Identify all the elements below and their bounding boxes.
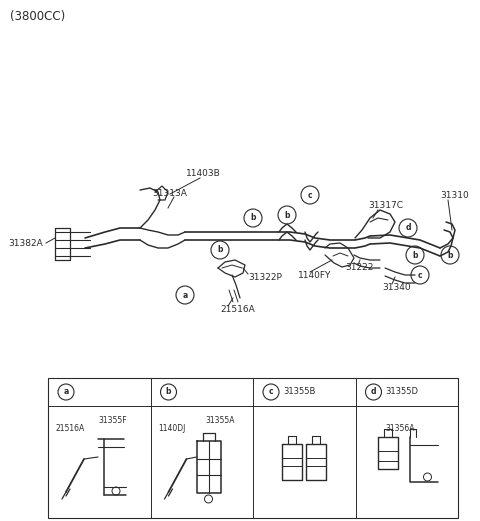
Text: d: d	[371, 388, 376, 396]
Bar	[48, 378, 458, 518]
Text: 31222: 31222	[345, 264, 373, 272]
Text: b: b	[250, 214, 256, 222]
Text: 1140DJ: 1140DJ	[158, 424, 186, 433]
Text: (3800CC): (3800CC)	[10, 10, 65, 23]
Text: b: b	[284, 210, 290, 219]
Text: 31322P: 31322P	[248, 274, 282, 282]
Text: 21516A: 21516A	[220, 305, 255, 315]
Text: 11403B: 11403B	[186, 168, 221, 178]
Text: 31340: 31340	[382, 283, 410, 292]
Text: d: d	[405, 224, 411, 232]
Text: 1140FY: 1140FY	[298, 270, 331, 279]
Text: 31310: 31310	[440, 191, 469, 200]
Text: c: c	[269, 388, 273, 396]
Text: a: a	[63, 388, 69, 396]
Text: 31317C: 31317C	[368, 201, 403, 209]
Text: a: a	[182, 291, 188, 300]
Text: 31355A: 31355A	[205, 416, 235, 425]
Text: b: b	[412, 251, 418, 259]
Text: 31356A: 31356A	[385, 424, 415, 433]
Text: 31313A: 31313A	[152, 189, 187, 197]
Text: b: b	[447, 251, 453, 259]
Text: 31355D: 31355D	[385, 388, 419, 396]
Text: 31355F: 31355F	[98, 416, 127, 425]
Text: 31382A: 31382A	[8, 239, 43, 247]
Text: b: b	[217, 245, 223, 254]
Text: 31355B: 31355B	[283, 388, 315, 396]
Text: b: b	[166, 388, 171, 396]
Text: 21516A: 21516A	[56, 424, 85, 433]
Text: c: c	[308, 191, 312, 200]
Text: c: c	[418, 270, 422, 279]
